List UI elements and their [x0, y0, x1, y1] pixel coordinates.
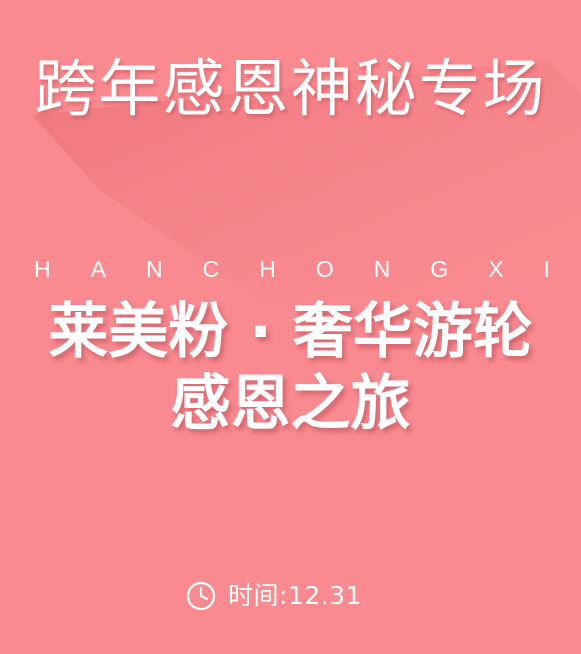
pinyin-letter: C: [202, 256, 220, 282]
headline: 莱美粉 · 奢华游轮 感恩之旅: [0, 296, 581, 440]
pinyin-row: H A N C H O N G X I: [0, 254, 581, 284]
pinyin-letter: G: [430, 256, 449, 282]
pinyin-letter: N: [145, 256, 163, 282]
clock-icon: [186, 581, 216, 611]
pinyin-letter: O: [315, 256, 334, 282]
pinyin-letter: N: [373, 256, 391, 282]
pinyin-letter: H: [259, 256, 276, 282]
pinyin-letter: A: [90, 256, 106, 282]
time-label: 时间:12.31: [228, 581, 362, 610]
headline-line-1: 莱美粉 · 奢华游轮: [48, 297, 533, 367]
pinyin-letter: I: [543, 256, 550, 282]
poster-title: 跨年感恩神秘专场: [34, 52, 547, 125]
event-time: 时间:12.31: [186, 579, 362, 613]
pinyin-letter: H: [34, 256, 51, 282]
pinyin-letter: X: [488, 256, 504, 282]
headline-line-2: 感恩之旅: [170, 369, 411, 439]
